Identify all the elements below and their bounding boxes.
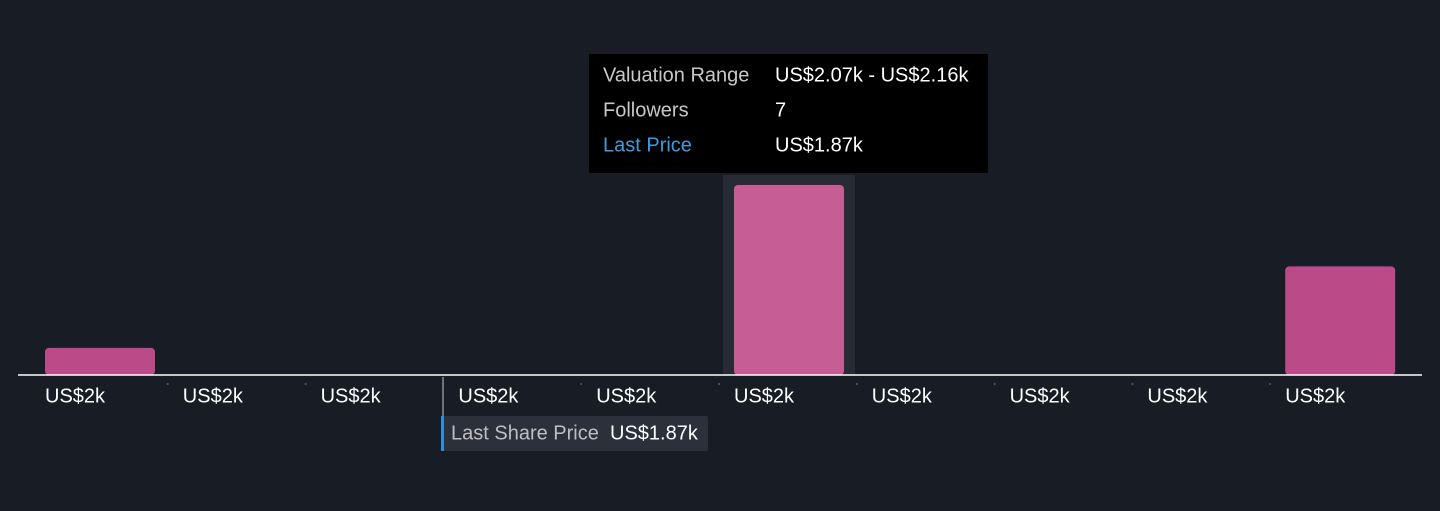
tooltip-value: US$1.87k [775,134,864,156]
x-tick-label: US$2k [183,385,244,407]
bar [734,185,844,375]
annotation-label: Last Share Price [451,422,599,444]
last-price-annotation: Last Share Price US$1.87k [441,377,708,451]
x-tick-label: US$2k [734,385,795,407]
x-tick-label: US$2k [872,385,933,407]
x-tick-label: US$2k [321,385,382,407]
annotation-accent [441,416,444,451]
tooltip: Valuation Range US$2.07k - US$2.16k Foll… [589,54,988,173]
tooltip-box [589,54,988,173]
x-tick-label: US$2k [1010,385,1071,407]
x-tick-label: US$2k [1285,385,1346,407]
x-tick-label: US$2k [45,385,106,407]
tooltip-label: Last Price [603,134,692,156]
x-tick-label: US$2k [596,385,657,407]
bin-divider [1269,383,1272,385]
bar [1285,266,1396,375]
x-tick-label: US$2k [1147,385,1208,407]
x-tick-label: US$2k [458,385,519,407]
tooltip-value: 7 [775,99,786,121]
tooltip-label: Valuation Range [603,64,749,86]
bin-divider [304,383,307,385]
bin-divider [993,383,996,385]
bin-divider [1131,383,1134,385]
bin-divider [166,383,169,385]
bin-divider [580,383,583,385]
plot: US$2k US$2k US$2k US$2k US$2k US$2k US$2k US$2k… [45,175,1396,407]
annotation-value: US$1.87k [610,422,699,444]
bin-divider [855,383,858,385]
bin-divider [718,383,720,385]
tooltip-value: US$2.07k - US$2.16k [775,64,969,86]
bar [45,347,155,375]
annotation-box [443,416,708,451]
tooltip-label: Followers [603,99,689,121]
